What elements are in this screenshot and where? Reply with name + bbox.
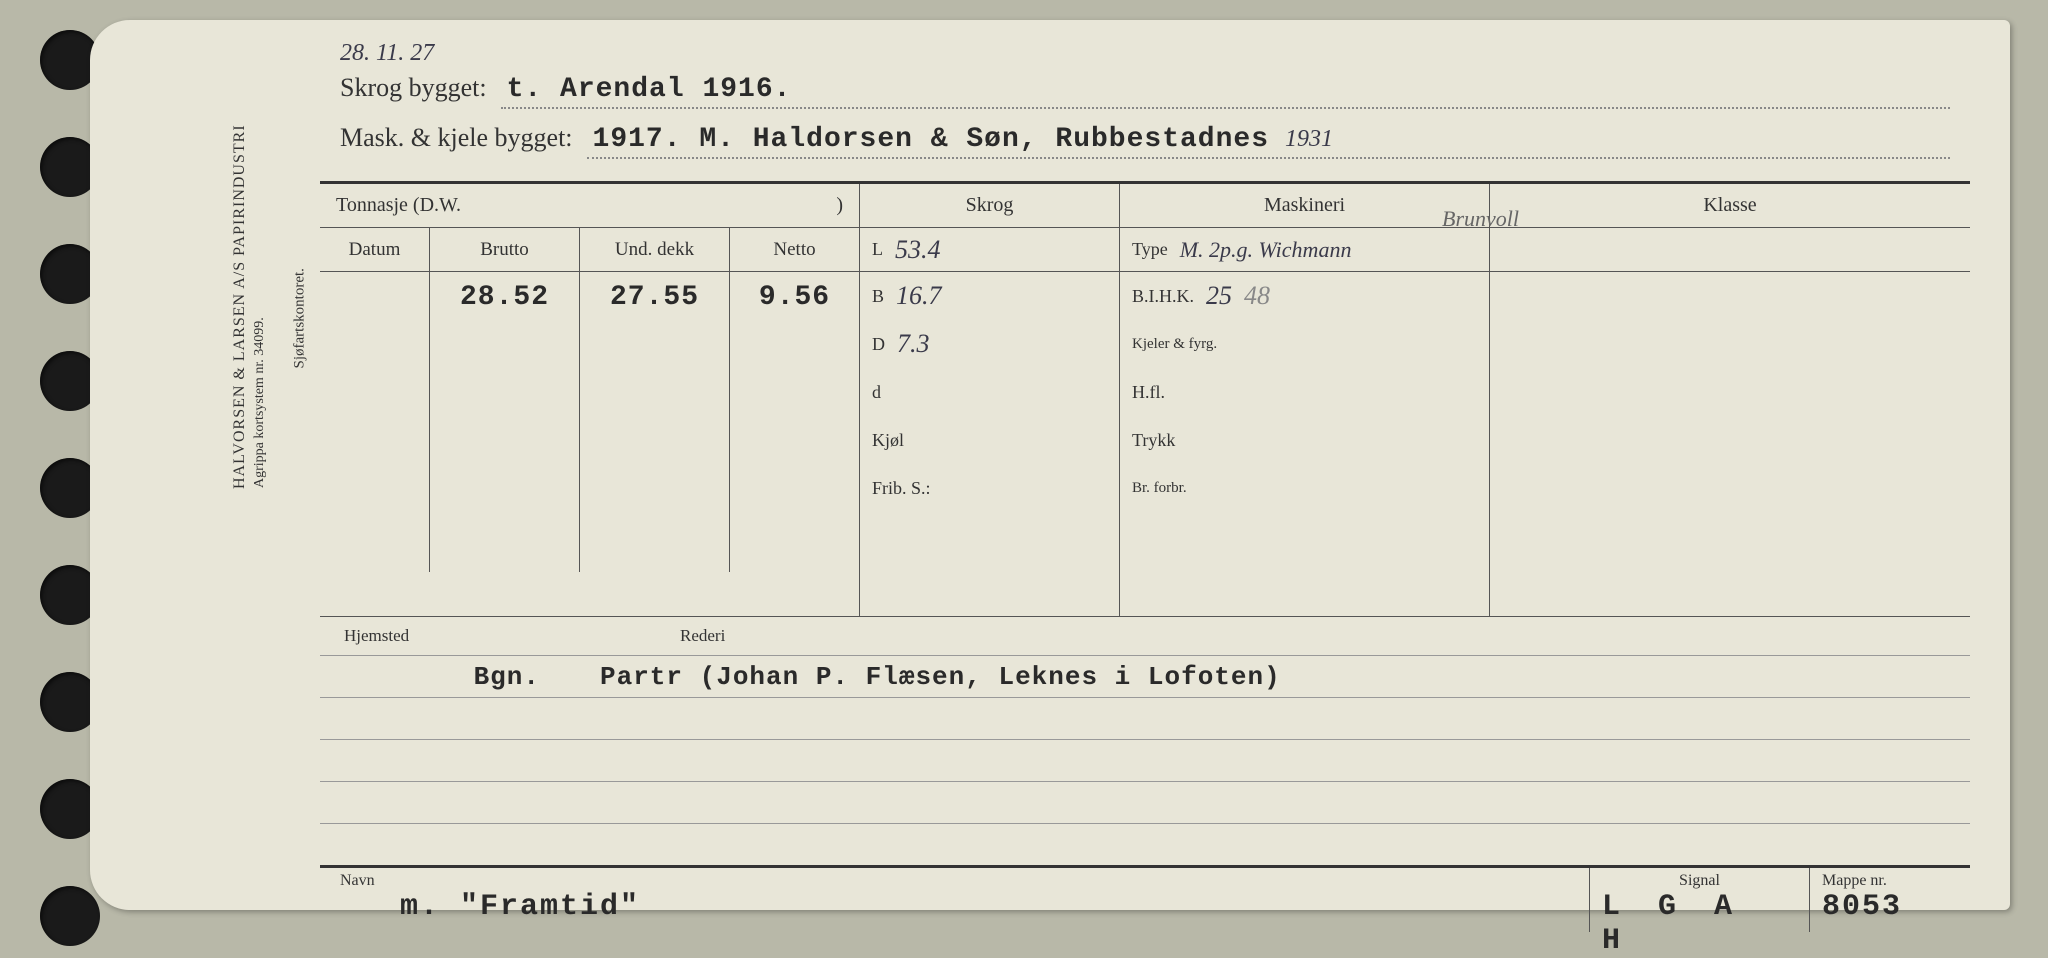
tonnage-column: Tonnasje (D.W. ) Datum Brutto Und. dekk … (320, 184, 860, 616)
side-company: HALVORSEN & LARSEN A/S PAPIRINDUSTRI (231, 124, 249, 489)
mask-br-row: Br. forbr. (1120, 464, 1489, 512)
skrog-B-label: B (872, 286, 884, 307)
maskineri-column: Maskineri Brunvoll Type M. 2p.g. Wichman… (1120, 184, 1490, 616)
skrog-frib-label: Frib. S.: (872, 478, 931, 499)
tonnage-subhead: Datum Brutto Und. dekk Netto (320, 228, 859, 272)
skrog-D-row: D 7.3 (860, 320, 1119, 368)
side-office: Sjøfartskontoret. (292, 268, 309, 368)
col-netto: Netto (730, 228, 859, 271)
col-brutto: Brutto (430, 228, 580, 271)
skrog-title: Skrog (860, 184, 1119, 228)
skrog-B-row: B 16.7 (860, 272, 1119, 320)
klasse-empty-1 (1490, 228, 1970, 272)
mask-type-value: M. 2p.g. Wichmann (1180, 237, 1352, 263)
mask-bihk-row: B.I.H.K. 25 48 (1120, 272, 1489, 320)
handwritten-date: 28. 11. 27 (340, 40, 1950, 67)
col-datum: Datum (320, 228, 430, 271)
mask-kjele-value: 1917. M. Haldorsen & Søn, Rubbestadnes (593, 124, 1270, 155)
lower-row-3 (320, 739, 1970, 781)
klasse-column: Klasse (1490, 184, 1970, 616)
mask-hfl-label: H.fl. (1132, 382, 1165, 403)
index-card: HALVORSEN & LARSEN A/S PAPIRINDUSTRI Agr… (90, 20, 2010, 910)
mask-kjeler-label: Kjeler & fyrg. (1132, 336, 1217, 353)
tonnage-title-right: ) (836, 194, 843, 217)
skrog-column: Skrog L 53.4 B 16.7 D 7.3 d (860, 184, 1120, 616)
lower-row-5 (320, 823, 1970, 865)
val-datum (320, 272, 430, 572)
mask-type-label: Type (1132, 239, 1168, 260)
lower-row-2 (320, 697, 1970, 739)
header-area: 28. 11. 27 Skrog bygget: t. Arendal 1916… (320, 40, 1970, 181)
hjemsted-value: Bgn. (340, 662, 540, 692)
val-netto: 9.56 (730, 272, 859, 572)
skrog-d2-row: d (860, 368, 1119, 416)
hole (40, 886, 100, 946)
maskineri-hand-note: Brunvoll (1442, 206, 1519, 232)
tonnage-header: Tonnasje (D.W. ) (320, 184, 859, 228)
signal-cell: Signal L G A H (1590, 868, 1810, 932)
skrog-d2-label: d (872, 382, 881, 403)
mappe-cell: Mappe nr. 8053 (1810, 868, 1970, 932)
hjemsted-label: Hjemsted (320, 626, 520, 646)
skrog-bygget-value: t. Arendal 1916. (501, 74, 1950, 109)
mask-trykk-label: Trykk (1132, 430, 1175, 451)
lower-row-1: Bgn. Partr (Johan P. Flæsen, Leknes i Lo… (320, 655, 1970, 697)
val-brutto: 28.52 (430, 272, 580, 572)
mask-kjeler-row: Kjeler & fyrg. (1120, 320, 1489, 368)
signal-value: L G A H (1602, 890, 1797, 958)
mask-kjele-hand-year: 1931 (1285, 126, 1333, 153)
navn-value: m. "Framtid" (340, 890, 1569, 924)
rederi-label: Rederi (520, 626, 725, 646)
mappe-value: 8053 (1822, 890, 1958, 924)
footer: Navn m. "Framtid" Signal L G A H Mappe n… (320, 868, 1970, 932)
lower-section: Hjemsted Rederi Bgn. Partr (Johan P. Flæ… (320, 617, 1970, 868)
skrog-bygget-label: Skrog bygget: (340, 73, 487, 103)
skrog-L-value: 53.4 (895, 235, 941, 265)
main-grid: Tonnasje (D.W. ) Datum Brutto Und. dekk … (320, 181, 1970, 617)
skrog-L-label: L (872, 239, 883, 260)
skrog-D-label: D (872, 334, 885, 355)
navn-cell: Navn m. "Framtid" (320, 868, 1590, 932)
skrog-bygget-row: Skrog bygget: t. Arendal 1916. (340, 73, 1950, 109)
maskineri-title-cell: Maskineri Brunvoll (1120, 184, 1489, 228)
klasse-body (1490, 272, 1970, 616)
mask-br-label: Br. forbr. (1132, 480, 1187, 497)
skrog-D-value: 7.3 (897, 329, 930, 359)
skrog-L-row: L 53.4 (860, 228, 1119, 272)
signal-label: Signal (1679, 872, 1720, 890)
mask-type-row: Type M. 2p.g. Wichmann (1120, 228, 1489, 272)
klasse-title: Klasse (1490, 184, 1970, 228)
lower-row-4 (320, 781, 1970, 823)
navn-label: Navn (340, 872, 1569, 890)
skrog-frib-row: Frib. S.: (860, 464, 1119, 512)
mask-hfl-row: H.fl. (1120, 368, 1489, 416)
side-system: Agrippa kortsystem nr. 34099. (252, 317, 268, 488)
rederi-value: Partr (Johan P. Flæsen, Leknes i Lofoten… (600, 662, 1281, 692)
lower-head: Hjemsted Rederi (320, 617, 1970, 655)
tonnage-title-left: Tonnasje (D.W. (336, 194, 461, 217)
skrog-kjol-row: Kjøl (860, 416, 1119, 464)
skrog-B-value: 16.7 (896, 281, 942, 311)
tonnage-body: 28.52 27.55 9.56 (320, 272, 859, 572)
mappe-label: Mappe nr. (1822, 872, 1958, 890)
mask-bihk-label: B.I.H.K. (1132, 286, 1194, 307)
maskineri-title: Maskineri (1264, 194, 1345, 217)
mask-bihk-value2: 48 (1244, 281, 1270, 311)
mask-trykk-row: Trykk (1120, 416, 1489, 464)
val-und-dekk: 27.55 (580, 272, 730, 572)
mask-bihk-value: 25 (1206, 281, 1232, 311)
mask-kjele-label: Mask. & kjele bygget: (340, 123, 573, 153)
col-und-dekk: Und. dekk (580, 228, 730, 271)
mask-kjele-row: Mask. & kjele bygget: 1917. M. Haldorsen… (340, 123, 1950, 159)
card-content: 28. 11. 27 Skrog bygget: t. Arendal 1916… (320, 40, 1970, 890)
skrog-kjol-label: Kjøl (872, 430, 904, 451)
